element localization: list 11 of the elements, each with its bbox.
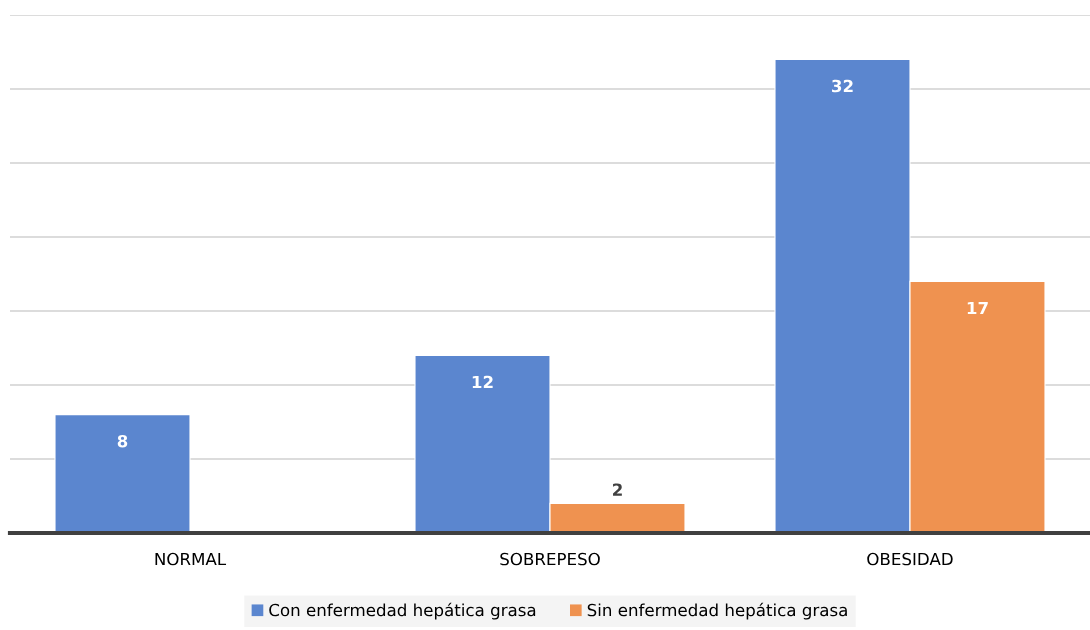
data-label: 32 [832, 79, 853, 93]
data-label: 17 [967, 301, 988, 315]
data-label: 8 [117, 434, 128, 448]
x-tick-label: SOBREPESO [500, 552, 600, 566]
legend-label: Con enfermedad hepática grasa [269, 602, 536, 620]
x-tick-label: OBESIDAD [867, 552, 953, 566]
data-label: 12 [472, 375, 493, 389]
legend-label: Sin enfermedad hepática grasa [587, 602, 847, 620]
data-label: 2 [613, 483, 622, 496]
bar [54, 414, 191, 533]
x-tick-label: NORMAL [155, 552, 227, 566]
